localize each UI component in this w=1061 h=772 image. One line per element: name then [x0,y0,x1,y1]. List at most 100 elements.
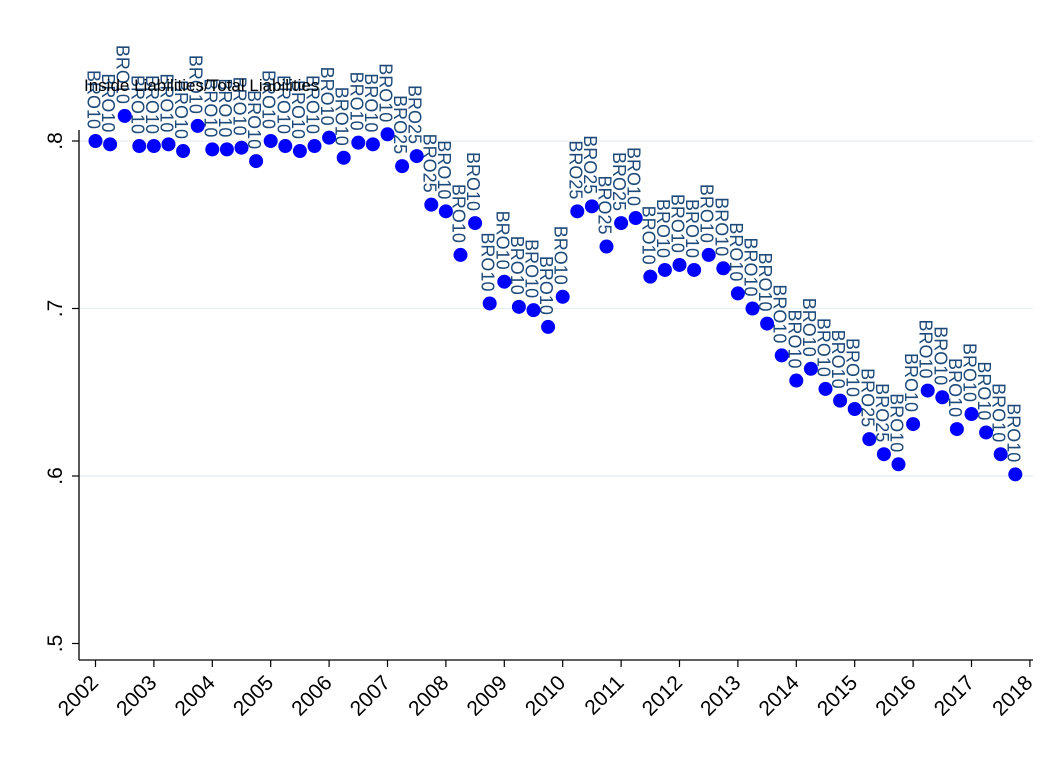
data-point [949,422,964,437]
point-label: BRO10 [186,55,206,114]
point-label: BRO10 [157,73,177,132]
point-label: BRO25 [580,135,600,194]
data-point [161,137,176,152]
point-label: BRO10 [697,184,717,243]
point-label: BRO25 [609,152,629,211]
point-label: BRO10 [974,361,994,420]
point-label: BRO10 [434,140,454,199]
data-point [964,407,979,422]
data-point [876,447,891,462]
data-point [205,142,220,157]
point-label: BRO10 [317,67,337,126]
point-label: BRO10 [98,73,118,132]
data-point [117,108,132,123]
point-label: BRO10 [84,70,104,129]
data-point [979,425,994,440]
point-label: BRO10 [127,75,147,134]
point-label: BRO10 [361,73,381,132]
point-label: BRO10 [288,80,308,139]
y-tick-label: .5 [44,635,67,653]
x-tick-label: 2016 [871,671,920,720]
data-point [730,286,745,301]
data-point [1008,467,1023,482]
point-label: BRO25 [595,175,615,234]
point-label: BRO10 [536,256,556,315]
x-tick-label: 2002 [54,671,103,720]
x-tick-label: 2018 [988,671,1037,720]
point-label: BRO25 [872,383,892,442]
data-point [716,261,731,276]
point-label: BRO10 [960,343,980,402]
data-point [643,269,658,284]
data-point [526,303,541,318]
point-label: BRO10 [492,211,512,270]
point-label: BRO25 [419,134,439,193]
y-tick-label: .8 [44,132,67,150]
data-points [88,108,1023,482]
point-label: BRO10 [142,75,162,134]
point-label: BRO10 [273,75,293,134]
data-point [336,150,351,165]
point-label: BRO10 [814,318,834,377]
data-point [365,137,380,152]
x-tick-label: 2008 [404,671,453,720]
data-point [599,239,614,254]
point-label: BRO10 [784,309,804,368]
data-point [88,134,103,148]
data-point [833,393,848,408]
point-label: BRO10 [901,353,921,412]
point-label: BRO25 [857,368,877,427]
point-label: BRO10 [259,70,279,129]
data-point [453,247,468,262]
data-point [146,139,161,154]
x-tick-label: 2010 [521,671,570,720]
x-tick-label: 2011 [580,671,628,719]
point-label: BRO10 [507,236,527,295]
point-label: BRO10 [478,232,498,291]
point-labels: BRO10BRO10BRO10BRO10BRO10BRO10BRO10BRO10… [84,45,1024,462]
point-label: BRO10 [200,78,220,137]
data-point [395,159,410,174]
point-label: BRO10 [887,393,907,452]
data-point [322,130,337,145]
data-point [468,216,483,231]
point-label: BRO10 [113,45,133,104]
point-label: BRO10 [741,237,761,296]
data-point [760,316,775,331]
data-point [292,144,307,159]
point-label: BRO10 [989,383,1009,442]
x-ticks: 2002 2003 2004 2005 2006 2007 2008 2009 2010 2011… [54,660,1037,721]
x-tick-label: 2015 [813,671,862,720]
data-point [351,135,366,150]
data-point [687,262,702,277]
x-tick-label: 2007 [346,671,395,720]
point-label: BRO10 [843,338,863,397]
data-point [935,390,950,405]
data-point [263,134,278,148]
x-tick-label: 2012 [638,671,687,720]
data-point [672,257,687,272]
data-point [409,149,424,164]
point-label: BRO10 [332,87,352,146]
x-tick-label: 2013 [696,671,745,720]
data-point [511,299,526,314]
x-tick-label: 2006 [287,671,336,720]
data-point [906,417,921,432]
data-point [278,139,293,154]
point-label: BRO10 [653,199,673,258]
data-point [219,142,234,157]
y-tick-label: .7 [44,300,67,318]
point-label: BRO10 [376,63,396,122]
point-label: BRO10 [244,90,264,149]
x-tick-label: 2017 [930,671,979,720]
x-tick-label: 2005 [229,671,278,720]
data-point [249,154,264,169]
point-label: BRO10 [668,194,688,253]
data-point [103,137,118,152]
y-tick-label: .6 [44,467,67,485]
data-point [789,373,804,388]
data-point [862,432,877,447]
point-label: BRO10 [303,75,323,134]
point-label: BRO10 [916,320,936,379]
data-point [482,296,497,311]
